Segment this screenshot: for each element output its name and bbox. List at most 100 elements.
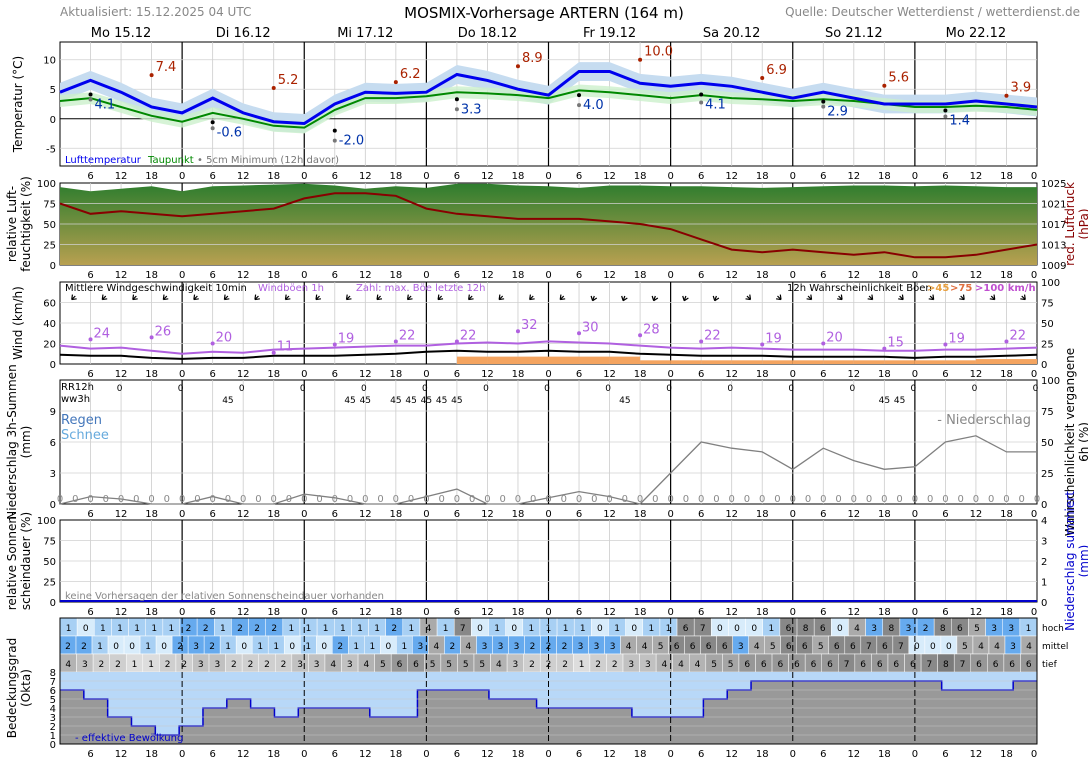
precip-3h-value: 0 — [103, 494, 109, 505]
cloud-hour-tick: 0 — [179, 749, 185, 760]
wind-hour-tick: 6 — [87, 369, 93, 380]
wind-direction-arrow — [559, 294, 566, 301]
updated-label: Aktualisiert: 15.12.2025 04 UTC — [60, 5, 252, 19]
cloud-value-hoch: 1 — [528, 624, 534, 634]
humidity-hour-tick: 6 — [820, 270, 826, 281]
cloud-value-tief: 6 — [860, 660, 866, 670]
max-temp-label: 6.9 — [766, 63, 787, 78]
max-gust-marker — [149, 335, 154, 340]
row-rr12h: RR12h — [61, 382, 94, 393]
wind-hour-tick: 12 — [847, 369, 860, 380]
cloud-value-hoch: 0 — [83, 624, 89, 634]
day-label: Mi 17.12 — [337, 26, 393, 41]
sunshine-hour-tick: 12 — [603, 607, 616, 618]
gust-probability-bar — [884, 360, 915, 364]
ww3h-code: 45 — [451, 396, 462, 406]
temperature-hour-tick: 0 — [545, 171, 551, 182]
sunshine-hour-tick: 18 — [145, 607, 158, 618]
wind-direction-arrow — [162, 294, 169, 301]
gust-probability-bar — [975, 359, 1007, 364]
temperature-hour-tick: 12 — [115, 171, 128, 182]
cloud-value-hoch: 1 — [1026, 624, 1032, 634]
gust-probability-bar — [792, 360, 824, 364]
gust-probability-bar — [640, 360, 671, 364]
cloud-hour-tick: 12 — [237, 749, 250, 760]
precip-hour-tick: 6 — [209, 509, 215, 520]
precip-3h-value: 0 — [835, 494, 841, 505]
precip-hour-tick: 18 — [145, 509, 158, 520]
arrow-head — [224, 298, 230, 301]
sunshine-hour-tick: 0 — [179, 607, 185, 618]
cloud-value-mittel: 5 — [962, 642, 968, 652]
cloud-value-mittel: 6 — [706, 642, 712, 652]
precip-3h-value: 0 — [194, 494, 200, 505]
wind-direction-arrow — [284, 294, 291, 301]
max-gust-marker — [821, 341, 826, 346]
cloud-value-tief: 1 — [132, 660, 138, 670]
wind-direction-arrow — [682, 295, 689, 302]
rr12h-value: 0 — [544, 384, 550, 394]
precip-hour-tick: 6 — [454, 509, 460, 520]
arrow-head — [499, 298, 505, 301]
cloud-value-mittel: 4 — [642, 642, 648, 652]
precip-prob-ylabel: Wahrscheinlichkeit vergangene — [1063, 348, 1077, 536]
pressure-ytick: 1009 — [1041, 261, 1066, 272]
temperature-hour-tick: 12 — [847, 171, 860, 182]
cloud-value-hoch: 0 — [631, 624, 637, 634]
cloud-value-tief: 6 — [811, 660, 817, 670]
cloud-ytick: 4 — [50, 704, 56, 715]
arrow-head — [193, 294, 196, 300]
arrow-head — [529, 298, 535, 301]
max-gust-marker — [271, 350, 276, 355]
precip-3h-value: 0 — [744, 494, 750, 505]
cloud-value-mittel: 3 — [738, 642, 744, 652]
min-temp-marker — [88, 92, 93, 97]
temperature-hour-tick: 6 — [87, 171, 93, 182]
max-gust-marker — [638, 333, 643, 338]
wind-hour-tick: 0 — [1031, 369, 1037, 380]
precip-hour-tick: 18 — [1000, 509, 1013, 520]
legend-precip-line: - Niederschlag — [937, 413, 1031, 428]
precip-3h-value: 0 — [942, 494, 948, 505]
cloud-value-mittel: 2 — [450, 642, 456, 652]
precip-3h-value: 0 — [438, 494, 444, 505]
cloud-value-tief: 6 — [827, 660, 833, 670]
legend-ground-min: • 5cm Minimum (12h davor) — [197, 155, 339, 166]
pressure-ytick: 1025 — [1041, 179, 1066, 190]
cloud-hour-tick: 0 — [545, 749, 551, 760]
wind-hour-tick: 12 — [115, 369, 128, 380]
precip-hour-tick: 12 — [359, 509, 372, 520]
precip-3h-value: 0 — [179, 494, 185, 505]
max-gust-marker — [210, 341, 215, 346]
max-gust-label: 32 — [521, 318, 538, 333]
arrow-head — [1023, 294, 1026, 300]
cloud-value-tief: 3 — [297, 660, 303, 670]
wind-direction-arrow — [1020, 294, 1026, 301]
arrow-head — [962, 294, 965, 300]
wind-prob-ytick: 50 — [1041, 319, 1054, 330]
cloud-value-mittel: 2 — [337, 642, 343, 652]
cloud-value-mittel: 4 — [626, 642, 632, 652]
sunshine-ylabel: relative Sonnen- — [5, 512, 19, 611]
legend-rain: Regen — [61, 413, 102, 428]
min-temp-marker — [943, 108, 948, 113]
max-gust-marker — [943, 342, 948, 347]
temperature-ylabel: Temperatur (°C) — [11, 56, 25, 153]
precip-3h-value: 0 — [469, 494, 475, 505]
rr12h-value: 0 — [239, 384, 245, 394]
max-gust-label: 20 — [216, 331, 233, 346]
wind-direction-arrow — [621, 295, 628, 302]
cloud-value-mittel: 0 — [321, 642, 327, 652]
max-temp-label: 8.9 — [522, 51, 543, 66]
ww3h-code: 45 — [879, 396, 890, 406]
cloud-hour-tick: 6 — [209, 749, 215, 760]
cloud-value-hoch: 4 — [426, 624, 432, 634]
sunshine-hour-tick: 12 — [237, 607, 250, 618]
precip-3h-value: 0 — [774, 494, 780, 505]
precip-hour-tick: 0 — [423, 509, 429, 520]
cloud-value-hoch: 7 — [460, 624, 466, 634]
sunshine-hour-tick: 6 — [942, 607, 948, 618]
humidity-hour-tick: 12 — [725, 270, 738, 281]
cloud-value-mittel: 0 — [161, 642, 167, 652]
wind-prob-ytick: 0 — [1041, 360, 1047, 371]
